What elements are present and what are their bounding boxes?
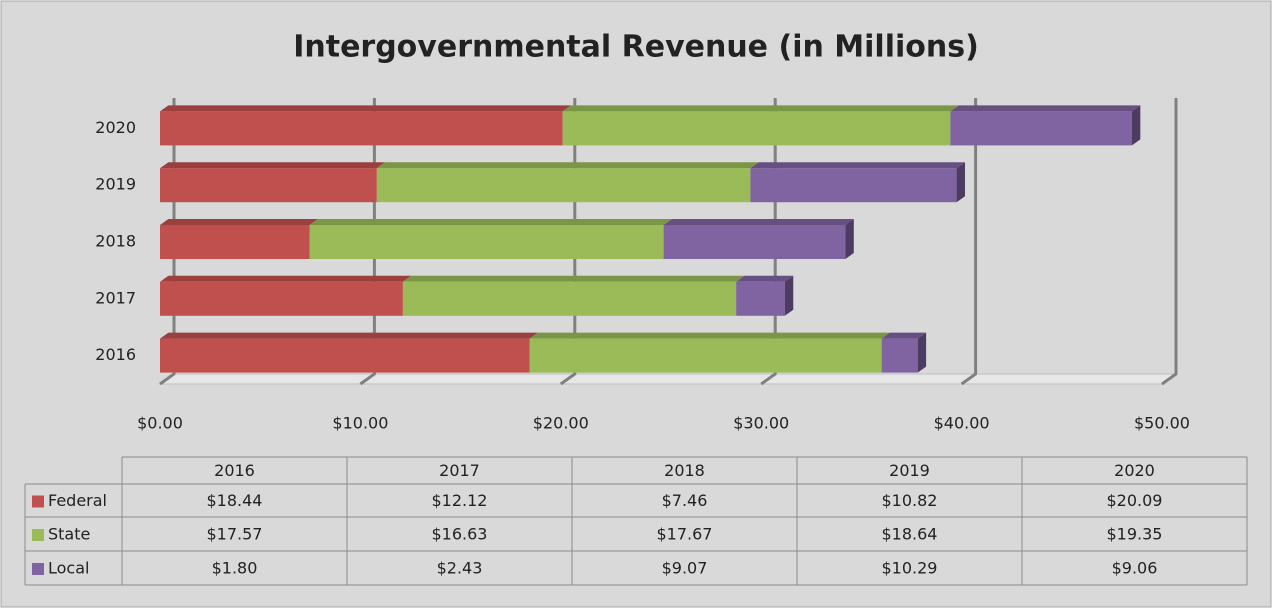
bar [529, 338, 882, 373]
bar [750, 168, 957, 203]
table-cell: $19.35 [1107, 525, 1163, 544]
bar-top [562, 105, 959, 112]
table-cell: $9.07 [662, 559, 708, 578]
bar-top [736, 275, 794, 282]
bar-top [950, 105, 1141, 112]
table-cell: $18.64 [882, 525, 938, 544]
table-cell: $17.57 [207, 525, 263, 544]
y-tick-label: 2016 [95, 345, 136, 364]
table-cell: $1.80 [212, 559, 258, 578]
table-cell: $10.82 [882, 491, 938, 510]
bar [160, 168, 377, 203]
bar-top [881, 332, 927, 339]
bar-top [160, 162, 386, 169]
legend-label: Local [48, 559, 89, 578]
table-header: 2017 [439, 461, 480, 480]
table-header: 2019 [889, 461, 930, 480]
bar [376, 168, 751, 203]
table-cell: $10.29 [882, 559, 938, 578]
bar [736, 281, 785, 316]
chart-title: Intergovernmental Revenue (in Millions) [293, 30, 979, 65]
bar-top [529, 332, 891, 339]
bar-top [663, 219, 854, 225]
bar-top [160, 219, 318, 225]
table-cell: $7.46 [662, 491, 708, 510]
bar [160, 281, 403, 316]
bar-top [402, 275, 745, 282]
table-header: 2018 [664, 461, 705, 480]
legend-label: State [48, 525, 90, 544]
bar [950, 111, 1132, 146]
table-cell: $9.06 [1112, 559, 1158, 578]
x-tick-label: $30.00 [733, 414, 789, 433]
table-cell: $18.44 [207, 491, 263, 510]
grid-line [1161, 98, 1178, 386]
bar-side [956, 162, 965, 203]
table-cell: $2.43 [437, 559, 483, 578]
bar-top [376, 162, 759, 169]
y-tick-label: 2019 [95, 175, 136, 194]
bar [663, 225, 846, 259]
grid-line [960, 98, 978, 386]
x-tick-label: $20.00 [533, 414, 589, 433]
y-tick-label: 2020 [95, 118, 136, 137]
y-tick-label: 2017 [95, 288, 136, 307]
legend-swatch [32, 529, 44, 541]
bar-top [309, 219, 673, 225]
bar-top [160, 275, 412, 282]
bar-side [784, 275, 794, 316]
bar [309, 225, 664, 259]
bar [562, 111, 951, 146]
bar-side [1131, 105, 1141, 146]
table-cell: $17.67 [657, 525, 713, 544]
legend-swatch [32, 495, 44, 508]
bar-top [160, 332, 538, 339]
table-header: 2020 [1114, 461, 1155, 480]
bar-side [917, 332, 927, 373]
floor [158, 373, 1178, 385]
bar-side [845, 219, 854, 259]
bar [881, 338, 918, 373]
x-tick-label: $50.00 [1134, 414, 1190, 433]
bar-top [160, 105, 572, 112]
x-tick-label: $0.00 [137, 414, 183, 433]
bar [160, 225, 310, 259]
table-cell: $20.09 [1107, 491, 1163, 510]
table-cell: $16.63 [432, 525, 488, 544]
bar [160, 111, 563, 146]
y-tick-label: 2018 [95, 232, 136, 251]
legend-label: Federal [48, 491, 107, 510]
legend-swatch [32, 563, 44, 575]
x-tick-label: $10.00 [332, 414, 388, 433]
table-cell: $12.12 [432, 491, 488, 510]
table-header: 2016 [214, 461, 255, 480]
bar [160, 338, 530, 373]
x-tick-label: $40.00 [934, 414, 990, 433]
bar-top [750, 162, 965, 169]
bar [402, 281, 737, 316]
